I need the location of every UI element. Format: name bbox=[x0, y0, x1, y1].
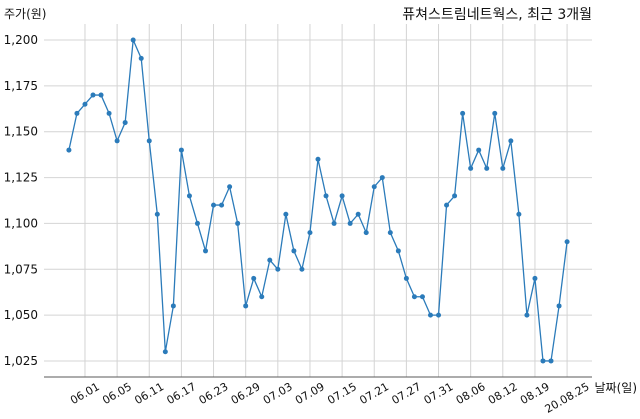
data-point bbox=[74, 110, 80, 116]
data-point bbox=[130, 37, 136, 43]
data-point bbox=[508, 138, 514, 144]
data-point bbox=[339, 193, 345, 199]
data-point bbox=[323, 193, 329, 199]
data-point bbox=[540, 358, 546, 364]
data-point bbox=[98, 92, 104, 98]
y-tick-label: 1,200 bbox=[4, 33, 38, 47]
x-axis-label: 날짜(일) bbox=[595, 381, 637, 395]
data-point bbox=[532, 275, 538, 281]
y-tick-label: 1,150 bbox=[4, 125, 38, 139]
data-point bbox=[122, 120, 128, 126]
data-point bbox=[460, 110, 466, 116]
data-point bbox=[114, 138, 120, 144]
y-tick-label: 1,100 bbox=[4, 216, 38, 230]
data-point bbox=[227, 184, 233, 190]
data-point bbox=[379, 175, 385, 181]
data-point bbox=[283, 211, 289, 217]
data-point bbox=[564, 239, 570, 245]
y-tick-label: 1,075 bbox=[4, 262, 38, 276]
data-point bbox=[243, 303, 249, 309]
data-point bbox=[516, 211, 522, 217]
data-point bbox=[203, 248, 209, 254]
data-point bbox=[347, 220, 353, 226]
data-point bbox=[146, 138, 152, 144]
data-point bbox=[178, 147, 184, 153]
y-tick-labels: 1,025 1,050 1,075 1,100 1,125 1,150 1,175 1,200 bbox=[4, 33, 38, 368]
y-tick-label: 1,025 bbox=[4, 354, 38, 368]
data-point bbox=[484, 165, 490, 171]
y-tick-label: 1,175 bbox=[4, 79, 38, 93]
y-tick-label: 1,125 bbox=[4, 171, 38, 185]
data-point bbox=[267, 257, 273, 263]
data-point bbox=[307, 230, 313, 236]
data-point bbox=[355, 211, 361, 217]
data-point bbox=[154, 211, 160, 217]
data-point bbox=[548, 358, 554, 364]
data-point bbox=[411, 294, 417, 300]
data-point bbox=[436, 312, 442, 318]
series-group bbox=[66, 37, 570, 364]
chart-title: 퓨쳐스트림네트웍스, 최근 3개월 bbox=[402, 7, 592, 23]
data-point bbox=[387, 230, 393, 236]
data-point bbox=[106, 110, 112, 116]
data-point bbox=[194, 220, 200, 226]
data-point bbox=[90, 92, 96, 98]
data-point bbox=[427, 312, 433, 318]
data-point bbox=[371, 184, 377, 190]
data-point bbox=[315, 156, 321, 162]
gridlines bbox=[44, 24, 592, 377]
data-point bbox=[235, 220, 241, 226]
y-tick-label: 1,050 bbox=[4, 308, 38, 322]
data-point bbox=[556, 303, 562, 309]
data-point bbox=[170, 303, 176, 309]
data-point bbox=[452, 193, 458, 199]
data-point bbox=[419, 294, 425, 300]
data-point bbox=[299, 266, 305, 272]
data-point bbox=[468, 165, 474, 171]
data-point bbox=[162, 349, 168, 355]
data-point bbox=[211, 202, 217, 208]
data-point bbox=[251, 275, 257, 281]
data-point bbox=[66, 147, 72, 153]
data-point bbox=[291, 248, 297, 254]
data-point bbox=[444, 202, 450, 208]
data-point bbox=[138, 55, 144, 61]
data-point bbox=[82, 101, 88, 107]
data-point bbox=[524, 312, 530, 318]
data-point bbox=[403, 275, 409, 281]
y-axis-label: 주가(원) bbox=[4, 7, 46, 21]
data-point bbox=[331, 220, 337, 226]
data-point bbox=[186, 193, 192, 199]
data-point bbox=[395, 248, 401, 254]
data-point bbox=[363, 230, 369, 236]
data-point bbox=[219, 202, 225, 208]
data-point bbox=[259, 294, 265, 300]
data-point bbox=[476, 147, 482, 153]
data-point bbox=[492, 110, 498, 116]
data-point bbox=[500, 165, 506, 171]
data-point bbox=[275, 266, 281, 272]
